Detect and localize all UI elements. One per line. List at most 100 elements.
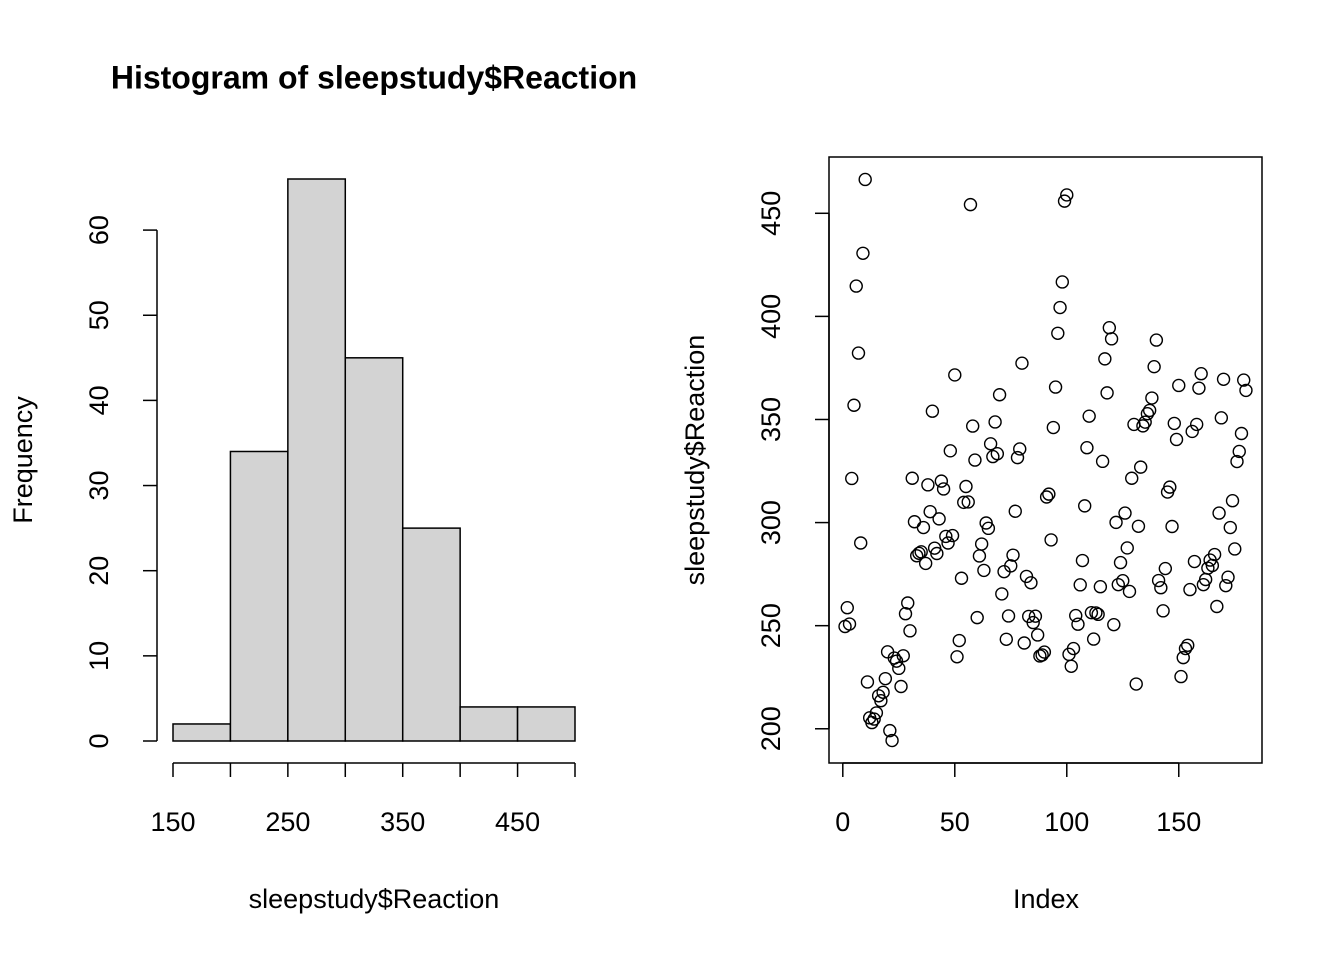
point xyxy=(1212,506,1226,520)
x-axis-title: sleepstudy$Reaction xyxy=(249,884,500,914)
point xyxy=(948,368,962,382)
point xyxy=(1131,519,1146,533)
point xyxy=(1057,194,1072,208)
point xyxy=(1091,607,1105,622)
point xyxy=(1192,381,1206,395)
point xyxy=(856,246,870,260)
point xyxy=(894,679,908,694)
point xyxy=(1145,391,1159,405)
point xyxy=(1017,636,1031,650)
point xyxy=(905,471,919,485)
point xyxy=(968,453,982,467)
point xyxy=(849,279,863,293)
point xyxy=(1080,441,1094,455)
point xyxy=(1093,580,1108,594)
point xyxy=(999,632,1014,646)
x-tick-label: 0 xyxy=(835,807,850,837)
point xyxy=(972,549,987,563)
point xyxy=(1120,541,1134,555)
point xyxy=(876,685,890,699)
y-tick-label: 300 xyxy=(756,500,786,545)
point xyxy=(1008,504,1022,518)
point xyxy=(939,529,953,544)
point xyxy=(1037,645,1052,659)
point xyxy=(1015,356,1029,370)
point xyxy=(1042,487,1056,501)
point xyxy=(1048,380,1063,394)
point xyxy=(892,661,906,676)
point xyxy=(1100,386,1114,400)
point xyxy=(1169,432,1184,447)
point xyxy=(1104,332,1119,346)
point xyxy=(925,404,940,418)
point xyxy=(945,528,960,543)
x-tick-label: 50 xyxy=(940,807,970,837)
scatter-panel: 0 50 100 150 200 250 300 350 400 450 Index sleepstu… xyxy=(680,156,1263,914)
point xyxy=(1116,574,1130,588)
point xyxy=(1163,480,1177,494)
point xyxy=(981,521,996,536)
y-tick-label: 200 xyxy=(756,706,786,751)
point xyxy=(1207,547,1222,562)
point xyxy=(1225,494,1240,508)
point xyxy=(1046,420,1061,435)
point xyxy=(1194,367,1208,381)
point xyxy=(1028,609,1043,623)
point xyxy=(923,504,937,519)
point xyxy=(961,495,975,509)
point xyxy=(1030,628,1045,642)
point xyxy=(1216,372,1231,386)
point xyxy=(1066,641,1081,656)
point xyxy=(914,545,928,559)
y-tick-label: 30 xyxy=(84,471,114,501)
point xyxy=(1089,606,1103,620)
point xyxy=(840,601,854,615)
point xyxy=(957,495,971,510)
y-tick-label: 50 xyxy=(84,300,114,330)
point xyxy=(1060,188,1074,202)
y-tick-label: 0 xyxy=(84,733,114,748)
y-tick-label: 10 xyxy=(84,641,114,671)
point xyxy=(963,197,978,212)
point xyxy=(1024,576,1038,590)
bar xyxy=(401,527,461,742)
point xyxy=(1176,650,1190,665)
point xyxy=(1154,581,1168,595)
point xyxy=(851,346,866,360)
point xyxy=(1086,632,1101,646)
point xyxy=(1004,559,1018,573)
bar xyxy=(287,178,347,742)
point xyxy=(1147,359,1161,374)
point xyxy=(883,723,897,738)
point xyxy=(907,515,922,529)
point xyxy=(1069,608,1083,623)
point xyxy=(1174,669,1188,684)
point xyxy=(1183,582,1197,597)
point xyxy=(1167,416,1181,431)
point xyxy=(995,587,1009,601)
point xyxy=(854,536,868,550)
point xyxy=(860,675,875,689)
point xyxy=(1178,641,1193,656)
point xyxy=(918,556,933,571)
point xyxy=(1232,444,1246,459)
point xyxy=(1239,383,1253,398)
point xyxy=(983,437,998,451)
point xyxy=(847,398,861,412)
point xyxy=(934,474,949,488)
point xyxy=(1237,373,1251,387)
histogram-panel: 150 250 350 450 0 10 20 30 40 50 60 Histogram of sl… xyxy=(8,59,637,914)
point xyxy=(1156,604,1170,618)
point xyxy=(1221,570,1235,584)
point xyxy=(1010,450,1025,465)
chart-title: Histogram of sleepstudy$Reaction xyxy=(111,59,637,95)
point xyxy=(1185,424,1199,439)
bar xyxy=(459,706,519,742)
point xyxy=(1084,605,1099,620)
point xyxy=(990,447,1005,461)
point xyxy=(1026,615,1040,630)
point xyxy=(1044,533,1058,547)
point xyxy=(842,617,857,631)
point xyxy=(974,537,989,551)
point xyxy=(932,512,946,526)
